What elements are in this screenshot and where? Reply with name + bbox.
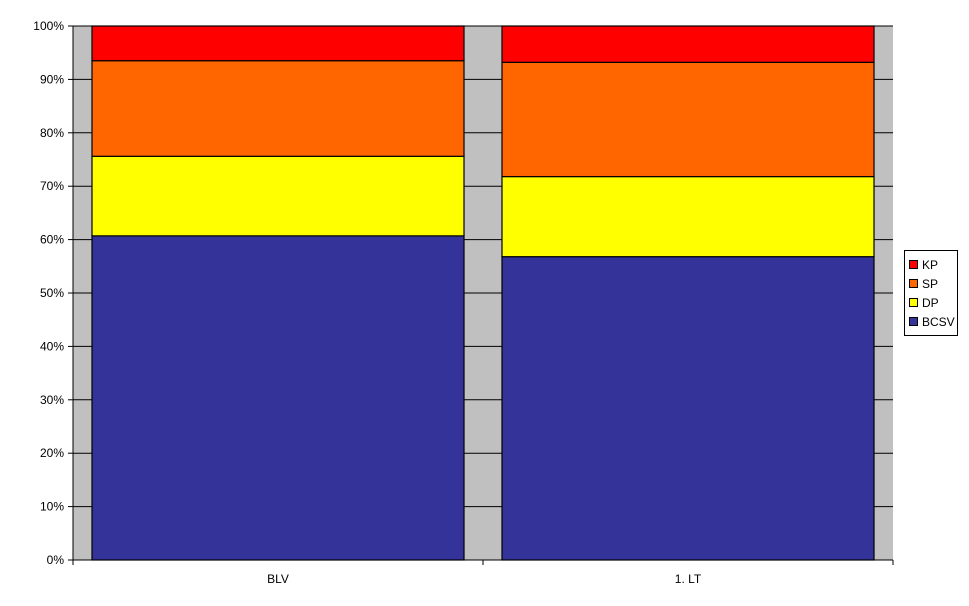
legend: KP SP DP BCSV (904, 250, 958, 336)
bar-segment-kp-1 (91, 25, 465, 62)
legend-label-kp: KP (922, 257, 939, 272)
x-axis-tick-labels: BLV 1. LT (267, 572, 702, 586)
y-tick-label: 90% (40, 72, 64, 86)
bar-segment-sp-2 (501, 61, 875, 178)
legend-item-sp: SP (909, 274, 957, 293)
bar-segment-bcsv-1 (91, 235, 465, 561)
x-tick-label: 1. LT (675, 572, 702, 586)
axes (68, 25, 894, 565)
legend-item-bcsv: BCSV (909, 312, 957, 331)
y-tick-label: 10% (40, 500, 64, 514)
bars (91, 25, 875, 561)
y-tick-label: 20% (40, 446, 64, 460)
y-tick-label: 70% (40, 179, 64, 193)
y-tick-label: 30% (40, 393, 64, 407)
legend-swatch-dp (909, 298, 918, 307)
legend-item-dp: DP (909, 293, 957, 312)
y-tick-label: 80% (40, 126, 64, 140)
legend-label-bcsv: BCSV (922, 314, 955, 329)
y-tick-label: 0% (47, 553, 65, 567)
y-tick-label: 100% (33, 19, 64, 33)
y-tick-label: 60% (40, 233, 64, 247)
legend-swatch-kp (909, 260, 918, 269)
y-axis-tick-labels: 0% 10% 20% 30% 40% 50% 60% 70% 80% 90% 100% (33, 19, 64, 567)
bar-segment-dp-1 (91, 155, 465, 237)
y-tick-label: 40% (40, 339, 64, 353)
bar-segment-dp-2 (501, 175, 875, 258)
bar-segment-kp-2 (501, 25, 875, 63)
bar-segment-bcsv-2 (501, 256, 875, 561)
legend-label-sp: SP (922, 276, 939, 291)
legend-item-kp: KP (909, 255, 957, 274)
y-tick-label: 50% (40, 286, 64, 300)
legend-swatch-sp (909, 279, 918, 288)
bar-segment-sp-1 (91, 60, 465, 157)
legend-swatch-bcsv (909, 317, 918, 326)
legend-label-dp: DP (922, 295, 939, 310)
x-tick-label: BLV (267, 572, 289, 586)
